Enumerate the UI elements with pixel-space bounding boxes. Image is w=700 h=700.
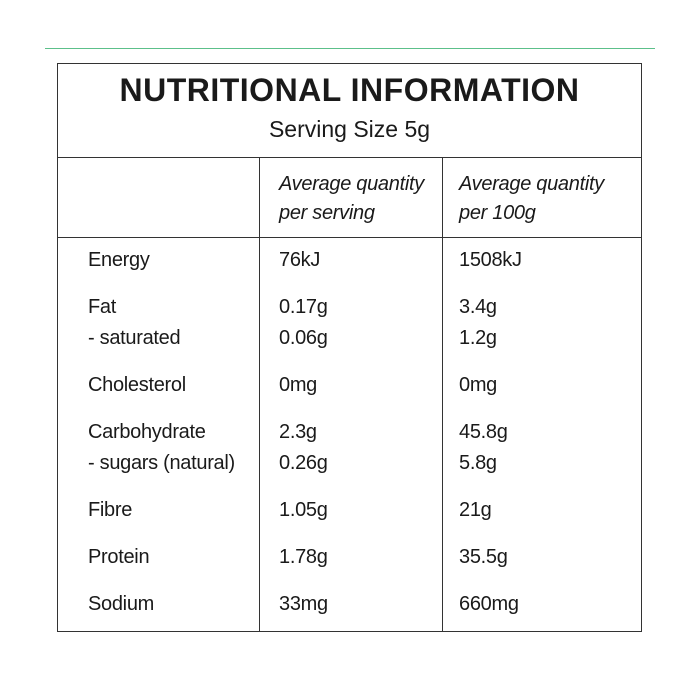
per-serving-value: 1.78g <box>279 546 328 568</box>
per-serving-value: 2.3g <box>279 421 317 443</box>
row-divider <box>57 157 642 158</box>
column-header: Average quantity <box>459 173 604 195</box>
row-label: Cholesterol <box>88 374 186 396</box>
per-serving-value: 0mg <box>279 374 318 396</box>
per-serving-value: 76kJ <box>279 249 321 271</box>
per-serving-value: 0.17g <box>279 296 328 318</box>
row-label: Fibre <box>88 499 133 521</box>
row-label: Energy <box>88 249 150 271</box>
per-100g-value: 1.2g <box>459 327 497 349</box>
table-frame <box>57 63 642 632</box>
column-header: per serving <box>279 202 375 224</box>
serving-size: Serving Size 5g <box>268 116 431 142</box>
row-label: - sugars (natural) <box>88 452 235 474</box>
row-label: Fat <box>88 296 116 318</box>
column-header: Average quantity <box>279 173 424 195</box>
per-100g-value: 21g <box>459 499 492 521</box>
per-100g-value: 3.4g <box>459 296 497 318</box>
row-label: Protein <box>88 546 150 568</box>
per-serving-value: 0.06g <box>279 327 328 349</box>
per-100g-value: 0mg <box>459 374 498 396</box>
per-serving-value: 1.05g <box>279 499 328 521</box>
per-100g-value: 45.8g <box>459 421 508 443</box>
row-label: - saturated <box>88 327 181 349</box>
per-100g-value: 5.8g <box>459 452 497 474</box>
per-serving-value: 33mg <box>279 593 328 615</box>
column-divider <box>442 157 443 632</box>
per-100g-value: 35.5g <box>459 546 508 568</box>
per-serving-value: 0.26g <box>279 452 328 474</box>
column-header: per 100g <box>459 202 536 224</box>
top-rule <box>45 48 655 49</box>
row-label: Carbohydrate <box>88 421 206 443</box>
per-100g-value: 660mg <box>459 593 519 615</box>
per-100g-value: 1508kJ <box>459 249 522 271</box>
table-title: NUTRITIONAL INFORMATION <box>119 72 580 108</box>
row-label: Sodium <box>88 593 155 615</box>
row-divider <box>57 237 642 238</box>
column-divider <box>259 157 260 632</box>
